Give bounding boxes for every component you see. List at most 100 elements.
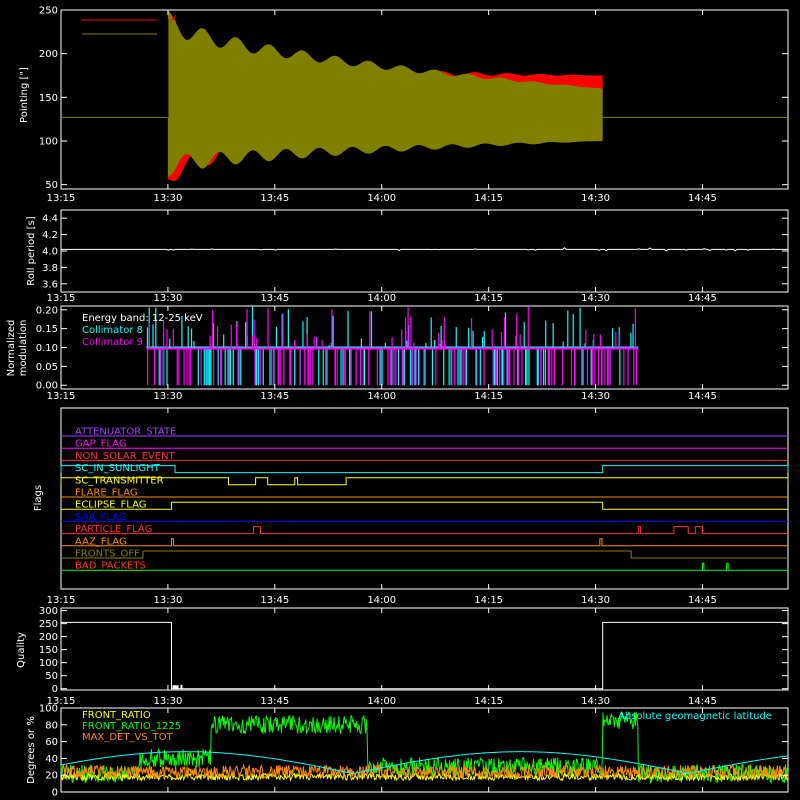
time-tick-label: 14:15	[474, 193, 503, 204]
y-tick-label: 0.20	[36, 305, 58, 316]
time-tick-label: 13:30	[153, 193, 182, 204]
y-tick-label: 3.8	[42, 263, 58, 274]
time-tick-label: 13:45	[260, 293, 289, 304]
time-tick-label: 14:30	[581, 193, 610, 204]
time-tick-label: 14:45	[688, 193, 717, 204]
roll-period-ylabel: Roll period [s]	[26, 216, 37, 285]
time-tick-label: 13:15	[47, 293, 76, 304]
flag-label: SAA_FLAG	[75, 512, 126, 523]
y-tick-label: 0.10	[36, 343, 58, 354]
y-tick-label: 0	[52, 684, 58, 695]
y-tick-label: 100	[39, 658, 58, 669]
pointing-panel: X Y Pointing ["] 50 100 150 200 250	[19, 6, 789, 191]
flag-label: AAZ_FLAG	[75, 536, 127, 547]
time-tick-label: 13:30	[153, 293, 182, 304]
time-tick-label: 14:30	[581, 696, 610, 707]
time-tick-label: 14:00	[367, 595, 396, 606]
time-tick-label: 13:15	[47, 696, 76, 707]
pointing-legend: X Y	[82, 14, 177, 39]
quality-ylabel: Quality	[16, 632, 27, 668]
time-tick-label: 14:30	[581, 293, 610, 304]
y-tick-label: 0.15	[36, 324, 58, 335]
time-tick-label: 13:45	[260, 391, 289, 402]
legend-collimator-9: Collimator 9	[82, 337, 143, 348]
time-tick-label: 14:45	[688, 696, 717, 707]
roll-period-panel: Roll period [s] 3.6 3.8 4.0 4.2 4.4	[26, 209, 789, 293]
flag-label: GAP_FLAG	[75, 439, 127, 450]
pointing-y-series	[167, 8, 603, 177]
time-tick-label: 14:30	[581, 595, 610, 606]
time-tick-label: 13:45	[260, 696, 289, 707]
time-tick-label: 14:15	[474, 595, 503, 606]
modulation-panel: Energy band: 12-25 keV Collimator 8 Coll…	[6, 305, 789, 392]
flags-panel: ATTENUATOR_STATEGAP_FLAGNON_SOLAR_EVENTS…	[33, 407, 789, 590]
flag-label: PARTICLE_FLAG	[75, 524, 152, 535]
y-tick-label: 150	[39, 93, 58, 104]
flag-label: FLARE_FLAG	[75, 488, 138, 499]
legend-x-label: X	[170, 14, 177, 25]
y-tick-label: 40	[45, 754, 58, 765]
flag-label: ATTENUATOR_STATE	[75, 427, 176, 438]
y-tick-label: 50	[45, 671, 58, 682]
max-det-vs-tot-series	[60, 763, 789, 781]
y-tick-label: 150	[39, 645, 58, 656]
y-tick-label: 0.05	[36, 362, 58, 373]
time-tick-label: 14:15	[474, 696, 503, 707]
time-tick-label: 14:15	[474, 293, 503, 304]
y-tick-label: 200	[39, 632, 58, 643]
flag-line	[60, 465, 789, 474]
y-tick-label: 300	[39, 606, 58, 617]
ratios-ylabel: Degrees or %	[26, 716, 37, 784]
legend-front-ratio-1225: FRONT_RATIO_1225	[82, 721, 181, 732]
time-tick-label: 13:30	[153, 391, 182, 402]
flag-label: SC_IN_SUNLIGHT	[75, 463, 161, 474]
y-tick-label: 50	[45, 180, 58, 191]
flag-label: NON_SOLAR_EVENT	[75, 451, 176, 462]
y-tick-label: 4.0	[42, 247, 58, 258]
time-tick-label: 13:45	[260, 193, 289, 204]
legend-geomagnetic-latitude: Absolute geomagnetic latitude	[618, 711, 772, 722]
time-tick-label: 14:00	[367, 193, 396, 204]
legend-max-det-vs-tot: MAX_DET_VS_TOT	[82, 732, 174, 743]
flags-ylabel: Flags	[33, 485, 44, 511]
y-tick-label: 100	[39, 136, 58, 147]
legend-y-label: Y	[169, 28, 177, 39]
geomagnetic-latitude-series	[60, 751, 789, 774]
flag-label: SC_TRANSMITTER	[75, 475, 164, 486]
y-tick-label: 3.6	[42, 279, 58, 290]
flag-label: BAD_PACKETS	[75, 561, 146, 572]
time-tick-label: 14:00	[367, 293, 396, 304]
energy-band-annotation: Energy band: 12-25 keV	[82, 313, 203, 324]
modulation-ylabel-line2: modulation	[18, 320, 29, 377]
time-tick-label: 14:45	[688, 293, 717, 304]
y-tick-label: 250	[39, 6, 58, 17]
flag-line	[61, 550, 788, 559]
time-tick-label: 13:15	[47, 391, 76, 402]
flag-line	[61, 526, 788, 535]
ratios-panel: FRONT_RATIO FRONT_RATIO_1225 MAX_DET_VS_…	[26, 704, 789, 799]
modulation-ylabel-line1: Normalized	[6, 320, 17, 377]
time-tick-label: 14:00	[367, 696, 396, 707]
time-tick-label: 14:15	[474, 391, 503, 402]
y-tick-label: 20	[45, 771, 58, 782]
legend-collimator-8: Collimator 8	[82, 325, 143, 336]
time-tick-label: 14:30	[581, 391, 610, 402]
y-tick-label: 0	[52, 788, 58, 799]
y-tick-label: 60	[45, 737, 58, 748]
pointing-ylabel: Pointing ["]	[19, 67, 30, 123]
y-tick-label: 4.2	[42, 230, 58, 241]
time-tick-label: 14:45	[688, 391, 717, 402]
flag-label: FRONTS_OFF	[75, 549, 140, 560]
time-tick-label: 13:45	[260, 595, 289, 606]
time-tick-label: 14:00	[367, 391, 396, 402]
quality-panel: Quality 0 50 100 150 200 250 300	[16, 606, 789, 695]
y-tick-label: 200	[39, 49, 58, 60]
flag-line	[61, 538, 788, 547]
flag-line	[61, 501, 788, 510]
flag-label: ECLIPSE_FLAG	[75, 500, 146, 511]
y-tick-label: 250	[39, 619, 58, 630]
roll-period-series	[61, 247, 788, 252]
y-tick-label: 80	[45, 720, 58, 731]
flag-line	[60, 477, 789, 486]
y-tick-label: 4.4	[42, 214, 58, 225]
